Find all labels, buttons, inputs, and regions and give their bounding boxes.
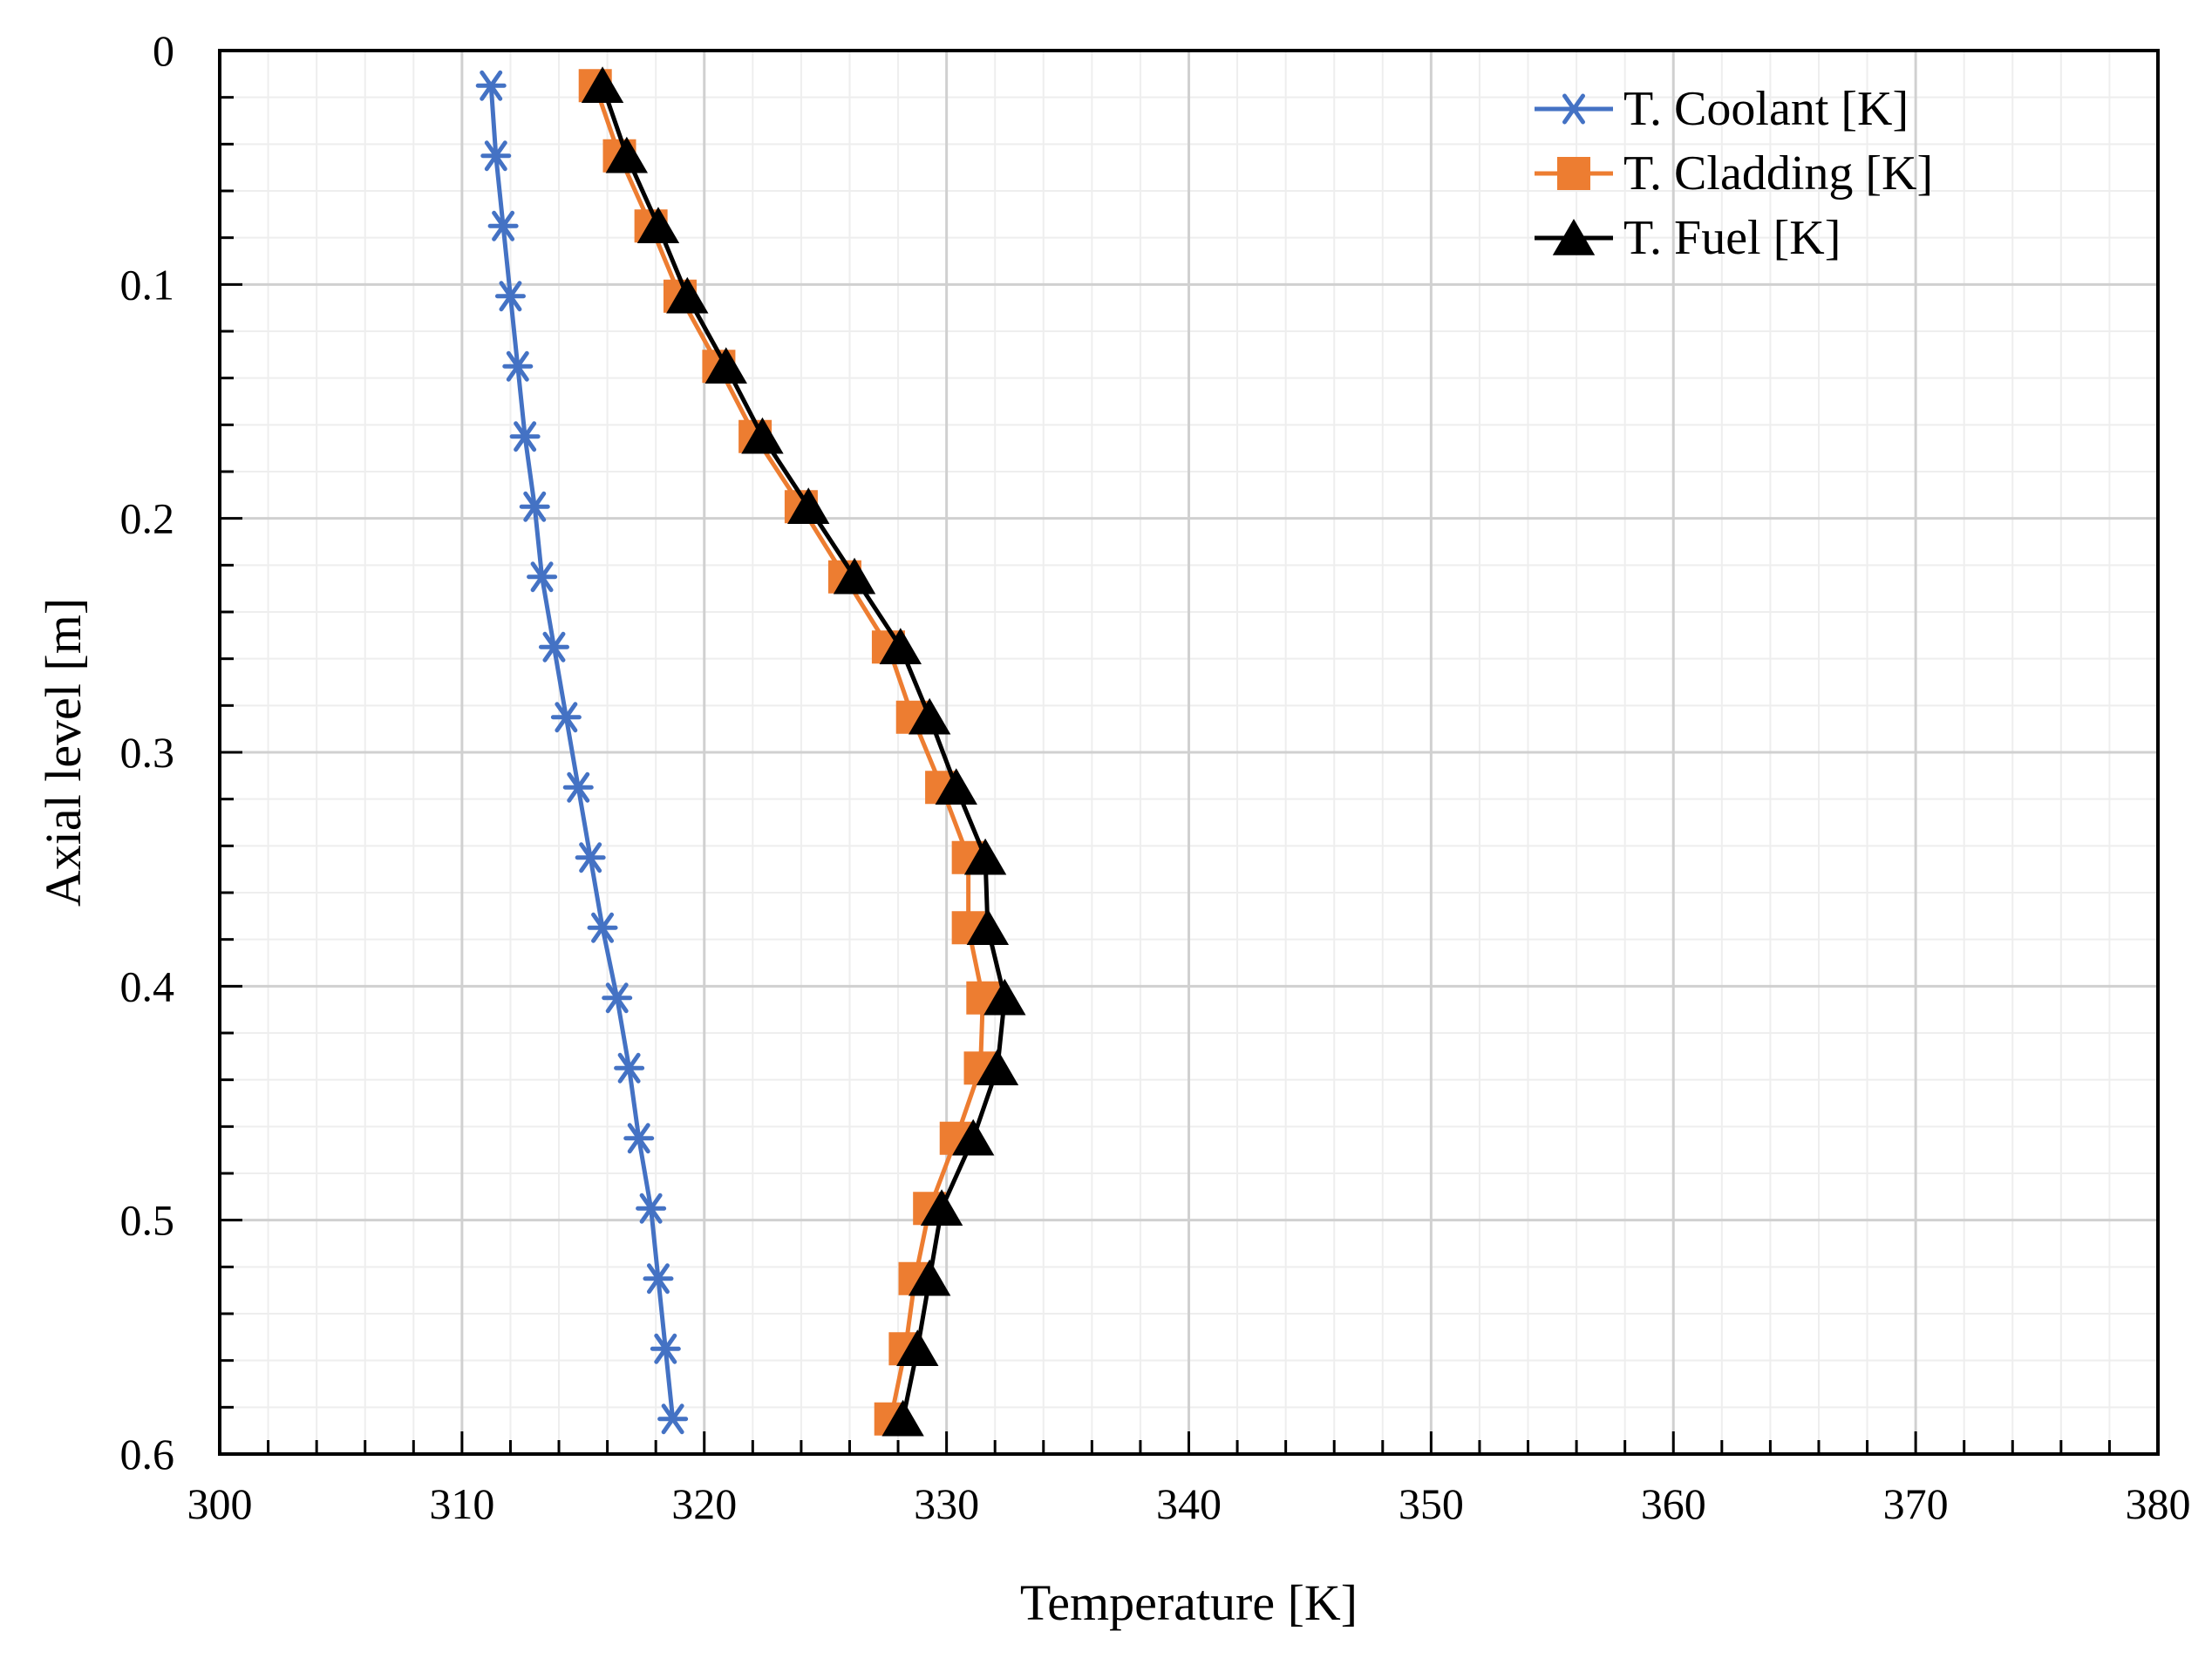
data-point-star [509,421,541,452]
legend-label: T. Coolant [K] [1623,82,1909,136]
legend-item-2: T. Cladding [K] [1535,146,1933,200]
data-point-triangle [879,628,922,665]
y-tick-label: 0.1 [120,260,175,309]
data-point-triangle [983,978,1026,1016]
data-point-star [494,281,526,312]
x-tick-label: 360 [1641,1479,1706,1528]
x-tick-label: 310 [429,1479,494,1528]
data-point-star [657,1403,689,1435]
x-tick-label: 300 [187,1479,253,1528]
data-point-triangle [605,136,649,173]
y-tick-label: 0.6 [120,1430,175,1478]
series-1 [475,70,689,1435]
data-point-star [602,982,633,1014]
data-point-star [636,1193,667,1224]
y-tick-label: 0.2 [120,494,175,543]
data-point-square [1557,157,1590,190]
data-point-star [587,912,618,943]
y-axis-title: Axial level [m] [35,598,92,907]
data-point-star [502,350,534,382]
series-layer [475,66,1026,1437]
data-point-triangle [963,838,1007,875]
data-point-triangle [666,276,709,314]
legend-label: T. Fuel [K] [1623,211,1841,265]
legend-item-1: T. Coolant [K] [1535,82,1909,136]
y-tick-label: 0.4 [120,962,175,1010]
data-point-triangle [704,347,747,384]
x-tick-label: 350 [1399,1479,1464,1528]
data-point-star [562,771,594,803]
data-point-triangle [581,66,624,104]
data-point-triangle [881,1399,924,1437]
series-3 [581,66,1026,1437]
data-point-star [575,842,606,873]
data-point-star [527,561,558,593]
x-tick-label: 320 [671,1479,737,1528]
data-point-star [650,1333,681,1364]
data-point-triangle [908,1259,951,1296]
data-point-star [643,1263,674,1295]
data-point-triangle [896,1329,939,1367]
data-point-triangle [636,207,680,244]
data-point-star [475,70,507,101]
data-point-star [487,210,519,241]
legend-label: T. Cladding [K] [1623,146,1933,200]
y-tick-label: 0 [153,26,174,75]
data-point-triangle [833,557,876,595]
data-point-star [550,702,582,733]
x-axis-title: Temperature [K] [1020,1574,1358,1631]
data-point-triangle [741,417,784,454]
data-point-triangle [935,768,977,805]
data-point-triangle [951,1118,995,1156]
x-tick-label: 370 [1883,1479,1949,1528]
x-tick-label: 340 [1156,1479,1222,1528]
data-point-triangle [908,697,951,735]
y-tick-label: 0.3 [120,728,175,777]
x-tick-label: 330 [914,1479,979,1528]
data-point-star [614,1052,645,1084]
data-point-star [1558,93,1589,125]
data-point-star [623,1123,655,1154]
data-point-triangle [976,1049,1019,1086]
data-point-triangle [920,1189,963,1227]
data-point-star [519,491,550,522]
y-axis-tick-labels: 0 0.1 0.2 0.3 0.4 0.5 0.6 [120,26,175,1478]
legend-item-3: T. Fuel [K] [1535,211,1841,265]
data-point-triangle [787,487,830,525]
data-point-triangle [1552,219,1596,255]
series-line [488,85,676,1420]
y-tick-label: 0.5 [120,1196,175,1245]
x-axis-tick-labels: 300 310 320 330 340 350 360 370 380 [187,1479,2191,1528]
x-tick-label: 380 [2126,1479,2191,1528]
legend: T. Coolant [K] T. Cladding [K] T. Fuel [K] [1535,82,1933,265]
axis-ticks [218,49,2160,1456]
data-point-triangle [966,908,1010,946]
data-point-star [480,140,512,172]
data-point-star [538,631,569,663]
